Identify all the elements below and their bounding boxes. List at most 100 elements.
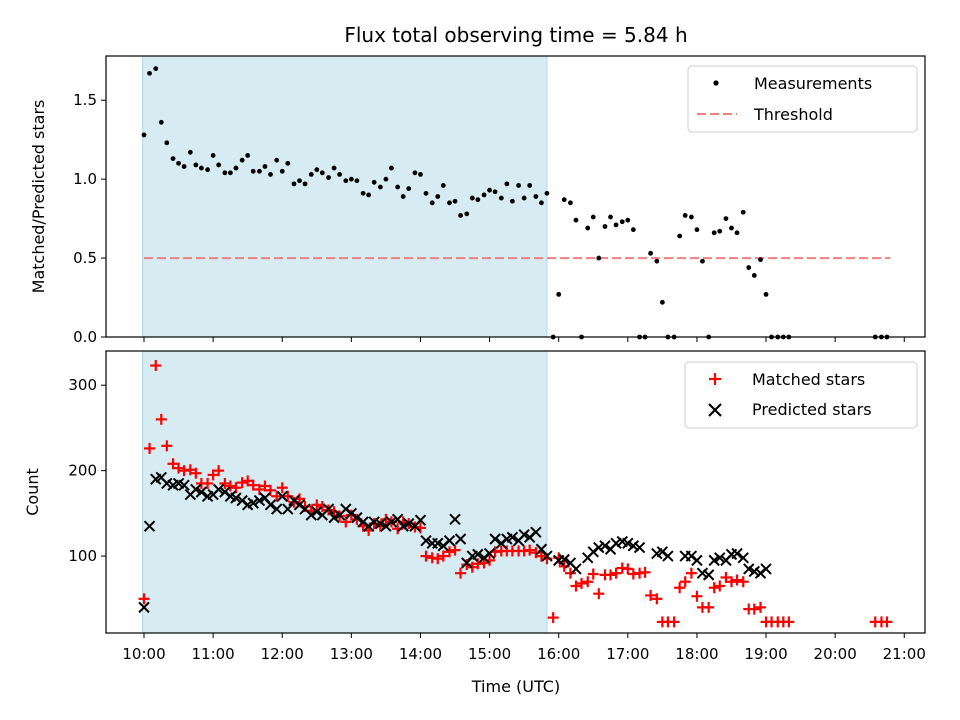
x-tick-label: 20:00 bbox=[814, 645, 857, 663]
data-point bbox=[708, 554, 720, 567]
x-tick-label: 19:00 bbox=[744, 645, 787, 663]
data-point bbox=[173, 462, 185, 474]
data-point bbox=[150, 360, 162, 372]
data-point bbox=[610, 567, 622, 579]
data-point bbox=[469, 195, 475, 201]
data-point bbox=[455, 567, 467, 579]
data-point bbox=[302, 181, 308, 187]
data-point bbox=[748, 603, 760, 615]
data-point bbox=[717, 228, 723, 234]
data-point bbox=[403, 517, 415, 530]
data-point bbox=[691, 554, 703, 567]
data-point bbox=[230, 492, 242, 504]
x-tick-label: 17:00 bbox=[606, 645, 649, 663]
data-point bbox=[585, 225, 591, 231]
x-tick-label: 18:00 bbox=[675, 645, 718, 663]
series-matched-stars bbox=[138, 360, 893, 628]
data-point bbox=[437, 550, 449, 562]
y-tick-label: 200 bbox=[68, 462, 97, 480]
legend-top-box bbox=[687, 65, 918, 133]
data-point bbox=[639, 566, 651, 578]
data-point bbox=[360, 190, 366, 196]
y-axis-label-bottom: Count bbox=[23, 468, 42, 516]
data-point bbox=[472, 548, 484, 561]
data-point bbox=[674, 582, 686, 594]
data-point bbox=[454, 533, 467, 545]
data-point bbox=[541, 550, 553, 562]
data-point bbox=[475, 197, 481, 203]
data-point bbox=[354, 178, 360, 184]
data-point bbox=[625, 217, 631, 223]
data-point bbox=[340, 516, 352, 528]
data-point bbox=[319, 170, 325, 176]
data-point bbox=[253, 494, 266, 507]
y-tick-label: 0.5 bbox=[73, 249, 97, 267]
data-point bbox=[731, 547, 743, 560]
data-point bbox=[599, 540, 611, 552]
data-point bbox=[170, 156, 176, 162]
data-point bbox=[662, 550, 674, 562]
data-point bbox=[487, 187, 492, 193]
data-point bbox=[414, 514, 427, 526]
x-tick-label: 10:00 bbox=[122, 645, 165, 663]
data-point bbox=[700, 258, 705, 264]
data-point bbox=[723, 216, 729, 222]
data-point bbox=[264, 484, 276, 496]
data-point bbox=[247, 479, 259, 491]
data-point bbox=[374, 517, 387, 530]
data-point bbox=[207, 469, 219, 481]
data-point bbox=[619, 219, 625, 225]
data-point bbox=[253, 483, 265, 495]
data-point bbox=[691, 590, 703, 602]
x-tick-label: 11:00 bbox=[192, 645, 235, 663]
data-point bbox=[245, 153, 251, 158]
data-point bbox=[385, 516, 398, 528]
data-point bbox=[435, 194, 441, 199]
count-points bbox=[138, 360, 893, 628]
data-point bbox=[556, 291, 562, 297]
data-point bbox=[371, 179, 377, 185]
data-point bbox=[758, 257, 763, 263]
data-point bbox=[164, 140, 170, 146]
data-point bbox=[161, 440, 173, 452]
data-point bbox=[271, 490, 283, 502]
x-tick-label: 14:00 bbox=[399, 645, 442, 663]
data-point bbox=[212, 483, 225, 496]
legend-bottom: Matched stars Predicted stars bbox=[684, 361, 918, 429]
data-point bbox=[449, 513, 461, 526]
data-point bbox=[143, 520, 156, 532]
data-point bbox=[406, 186, 412, 192]
data-point bbox=[167, 458, 179, 470]
data-point bbox=[464, 211, 470, 217]
data-point bbox=[544, 190, 550, 196]
data-point bbox=[737, 576, 749, 588]
data-point bbox=[535, 550, 547, 562]
data-point bbox=[276, 490, 288, 502]
data-point bbox=[509, 198, 515, 204]
data-point bbox=[274, 157, 280, 163]
data-point bbox=[440, 183, 446, 188]
data-point bbox=[158, 119, 164, 125]
data-point bbox=[516, 183, 522, 188]
data-point bbox=[751, 273, 757, 278]
data-point bbox=[461, 559, 473, 571]
data-point bbox=[622, 537, 634, 549]
data-point bbox=[418, 171, 423, 177]
data-point bbox=[259, 480, 271, 492]
data-point bbox=[193, 162, 199, 168]
data-point bbox=[452, 198, 458, 204]
data-point bbox=[285, 160, 291, 166]
y-axis-ticks-top: 0.0 0.5 1.0 1.5 bbox=[73, 91, 106, 346]
data-point bbox=[432, 537, 444, 549]
data-point bbox=[682, 213, 688, 218]
data-point bbox=[714, 580, 726, 592]
data-point bbox=[314, 167, 320, 173]
data-point bbox=[492, 189, 498, 195]
data-point bbox=[731, 574, 743, 586]
data-point bbox=[783, 616, 795, 628]
data-point bbox=[570, 580, 582, 592]
data-point bbox=[714, 552, 726, 564]
data-point bbox=[423, 190, 429, 196]
data-point bbox=[236, 477, 248, 489]
data-point bbox=[734, 230, 740, 236]
